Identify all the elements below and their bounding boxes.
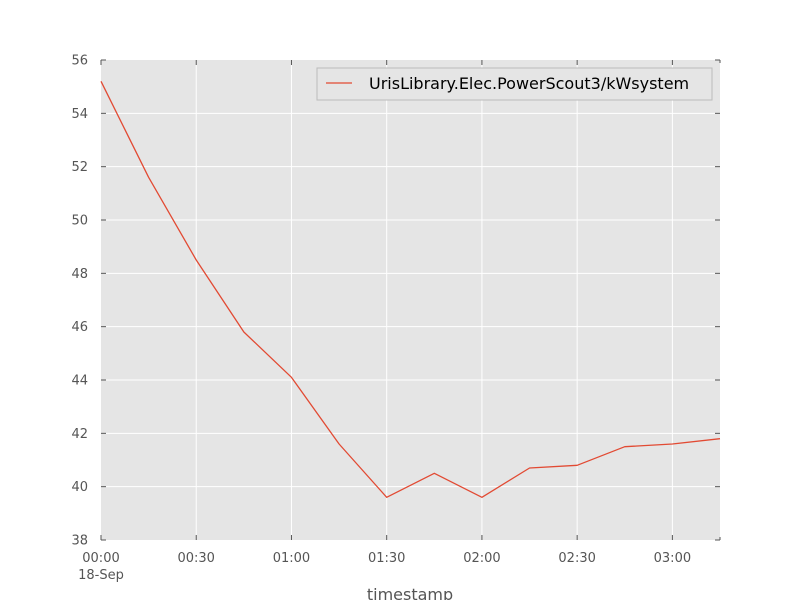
y-tick-label: 42 [71,427,88,442]
axis-tick-labels: 38 40 42 44 46 48 50 52 54 56 00:00 18-Sep 00:30 01:0… [71,54,691,584]
y-tick-label: 50 [71,214,88,229]
series-layer [100,81,721,498]
x-tick-label: 02:30 [558,551,595,566]
x-tick-label: 01:30 [368,551,405,566]
y-tick-label: 54 [71,107,88,122]
legend-box [316,67,713,101]
x-tick-label: 00:30 [177,551,214,566]
axis-ticks [100,59,721,541]
y-tick-label: 56 [71,54,88,69]
y-tick-label: 40 [71,480,88,495]
legend-label: UrisLibrary.Elec.PowerScout3/kWsystem [369,74,689,93]
x-tick-label: 02:00 [463,551,500,566]
x-tick-label: 00:00 [82,551,119,566]
grid [101,60,720,540]
y-tick-label: 48 [71,267,88,282]
y-tick-label: 52 [71,160,88,175]
plot-background [101,60,720,540]
y-tick-label: 38 [71,534,88,549]
series-line [100,81,721,498]
x-tick-label: 01:00 [273,551,310,566]
y-tick-label: 44 [71,374,88,389]
legend: UrisLibrary.Elec.PowerScout3/kWsystem [316,67,713,101]
x-tick-sublabel: 18-Sep [78,568,124,583]
y-tick-label: 46 [71,320,88,335]
x-tick-label: 03:00 [654,551,691,566]
x-axis-label: timestamp [367,585,453,600]
